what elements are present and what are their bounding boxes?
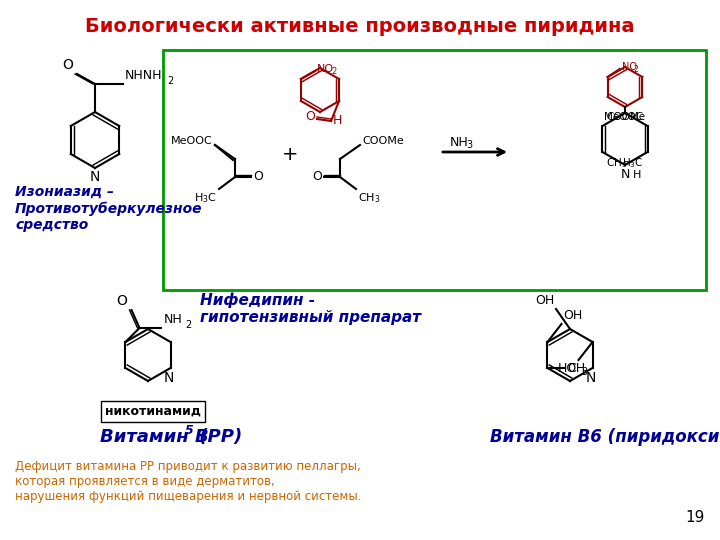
Text: H: H [633, 170, 642, 180]
Text: Нифедипин -
гипотензивный препарат: Нифедипин - гипотензивный препарат [200, 292, 421, 325]
Text: MeOOC: MeOOC [171, 136, 213, 146]
Text: OH: OH [564, 309, 582, 322]
Text: O: O [117, 294, 127, 308]
Text: 2: 2 [634, 65, 639, 75]
Bar [163, 50, 706, 290]
Text: H$_3$C: H$_3$C [194, 191, 217, 205]
Text: 2: 2 [186, 320, 192, 330]
Text: OH: OH [535, 294, 554, 307]
Text: Витамин B: Витамин B [100, 428, 209, 446]
Text: NO: NO [317, 64, 334, 74]
Text: H$_3$C: H$_3$C [622, 156, 644, 170]
Text: CH$_3$: CH$_3$ [358, 191, 380, 205]
Text: O: O [305, 111, 315, 124]
Text: 3: 3 [466, 140, 472, 150]
Text: 3: 3 [582, 367, 588, 377]
Text: 5: 5 [185, 424, 194, 437]
Text: 2: 2 [331, 68, 336, 77]
Text: MeOOC: MeOOC [604, 112, 644, 122]
Text: 2: 2 [167, 76, 174, 86]
Text: N: N [90, 170, 100, 184]
Text: Витамин В6 (пиридоксин): Витамин В6 (пиридоксин) [490, 428, 720, 446]
Text: Изониазид –
Противотуберкулезное
средство: Изониазид – Противотуберкулезное средств… [15, 185, 202, 232]
Text: никотинамид: никотинамид [105, 405, 201, 418]
Text: Дефицит витамина РР приводит к развитию пеллагры,
которая проявляется в виде дер: Дефицит витамина РР приводит к развитию … [15, 460, 361, 503]
Text: O: O [253, 171, 263, 184]
Text: N: N [621, 168, 630, 181]
Text: 19: 19 [685, 510, 705, 525]
Text: COOMe: COOMe [606, 112, 646, 122]
Text: (РР): (РР) [193, 428, 242, 446]
Text: Биологически активные производные пиридина: Биологически активные производные пириди… [85, 17, 635, 36]
Text: O: O [312, 171, 322, 184]
Text: O: O [62, 58, 73, 72]
Text: H: H [333, 114, 343, 127]
Text: CH: CH [567, 361, 585, 375]
Text: NHNH: NHNH [125, 69, 163, 82]
Text: HO: HO [557, 362, 577, 375]
Text: COOMe: COOMe [362, 136, 404, 146]
Text: CH$_3$: CH$_3$ [606, 156, 628, 170]
Text: NH: NH [163, 313, 182, 326]
Text: +: + [282, 145, 298, 165]
Text: N: N [585, 371, 595, 385]
Text: NH: NH [450, 136, 469, 148]
Text: N: N [163, 371, 174, 385]
Text: NO: NO [621, 62, 636, 72]
